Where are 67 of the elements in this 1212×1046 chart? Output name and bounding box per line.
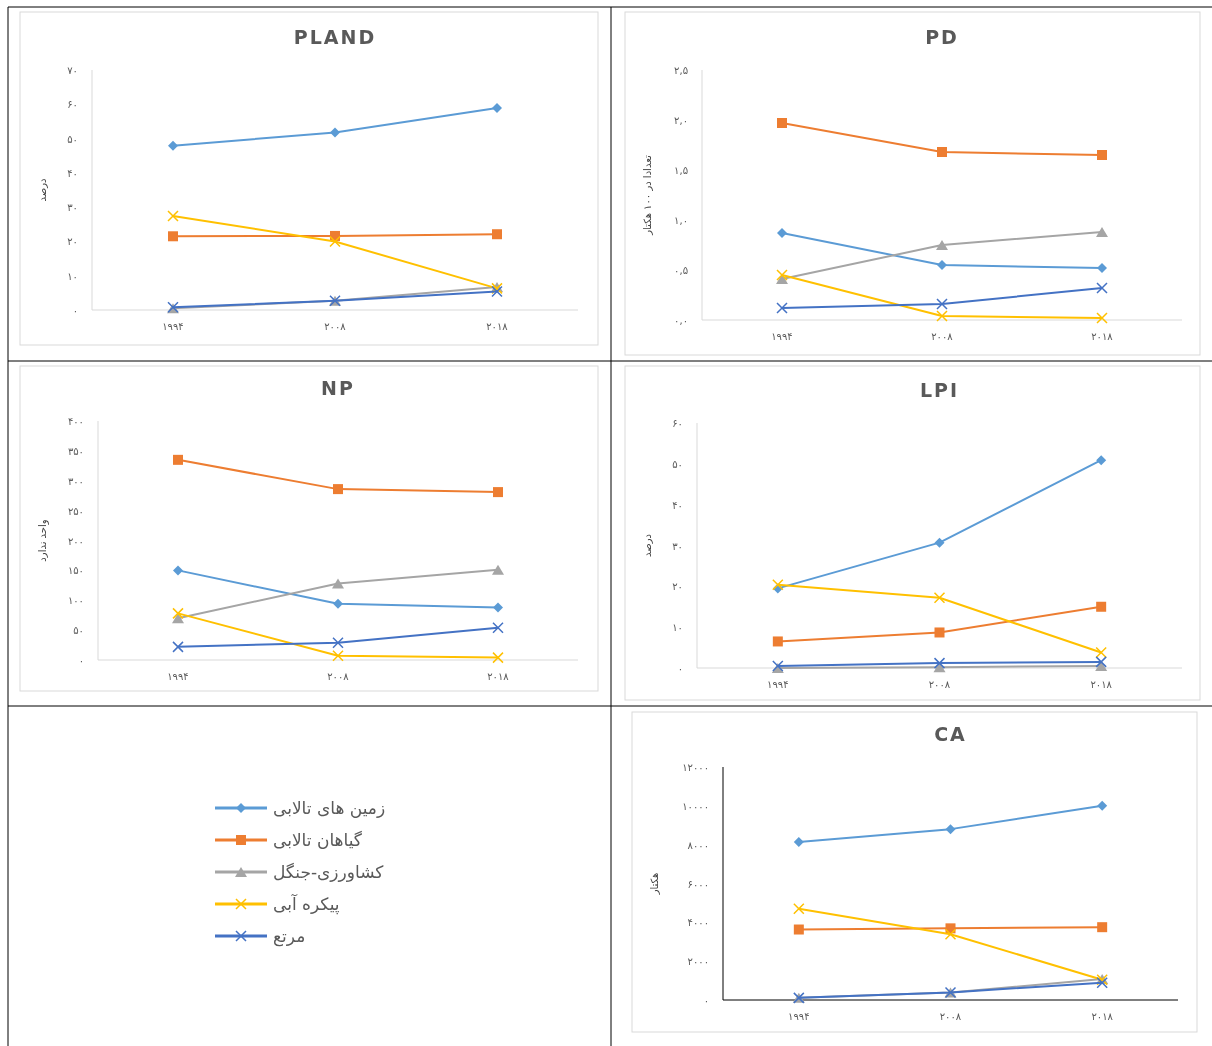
x-tick-label: ۱۹۹۴ bbox=[788, 1011, 810, 1022]
x-tick-label: ۲۰۱۸ bbox=[1091, 331, 1114, 342]
y-tick-label: ۴۰ bbox=[67, 167, 78, 179]
chart-title: PLAND bbox=[293, 26, 377, 48]
x-tick-label: ۲۰۱۸ bbox=[1091, 1011, 1114, 1022]
x-tick-label: ۱۹۹۴ bbox=[162, 321, 184, 332]
y-tick-label: ۲۰ bbox=[67, 236, 78, 248]
y-tick-label: ۳۰ bbox=[67, 202, 78, 214]
y-tick-label: ۷۰ bbox=[67, 65, 78, 76]
y-tick-label: ۱,۰ bbox=[674, 215, 688, 226]
legend-label: مرتع bbox=[273, 926, 306, 947]
x-tick-label: ۲۰۱۸ bbox=[486, 321, 509, 332]
y-tick-label: ۲۰۰۰ bbox=[687, 956, 709, 968]
y-tick-label: ۴۰۰۰ bbox=[687, 917, 709, 929]
y-axis-title: تعدادا در ۱۰۰ هکتار bbox=[642, 155, 653, 236]
y-tick-label: ۰,۰ bbox=[674, 315, 688, 326]
y-tick-label: ۱۰۰۰۰ bbox=[682, 800, 709, 812]
y-tick-label: ۵۰ bbox=[73, 625, 84, 637]
x-tick-label: ۲۰۱۸ bbox=[487, 671, 510, 682]
y-tick-label: ۴۰۰ bbox=[67, 416, 84, 427]
y-tick-label: ۶۰۰۰ bbox=[687, 878, 709, 890]
y-tick-label: ۰ bbox=[677, 663, 683, 674]
y-tick-label: ۲۵۰ bbox=[67, 505, 84, 517]
y-axis-title: درصد bbox=[642, 533, 653, 558]
y-tick-label: ۶۰ bbox=[67, 99, 78, 111]
x-tick-label: ۱۹۹۴ bbox=[771, 331, 793, 342]
y-tick-label: ۳۰۰ bbox=[67, 475, 84, 487]
x-tick-label: ۱۹۹۴ bbox=[767, 679, 789, 690]
legend-label: پیکره آبی bbox=[273, 893, 340, 915]
x-tick-label: ۲۰۰۸ bbox=[324, 321, 347, 332]
x-tick-label: ۲۰۰۸ bbox=[928, 679, 951, 690]
legend-label: گیاهان تالابی bbox=[273, 830, 363, 850]
x-tick-label: ۱۹۹۴ bbox=[167, 671, 189, 682]
chart-title: CA bbox=[934, 723, 967, 745]
y-tick-label: ۱۰ bbox=[67, 270, 78, 282]
y-tick-label: ۱۰ bbox=[672, 622, 683, 634]
y-tick-label: ۴۰ bbox=[672, 499, 683, 511]
x-tick-label: ۲۰۰۸ bbox=[939, 1011, 962, 1022]
y-tick-label: ۰ bbox=[78, 655, 84, 666]
y-tick-label: ۱۵۰ bbox=[67, 565, 84, 577]
y-tick-label: ۲,۰ bbox=[674, 115, 688, 126]
y-axis-title: واحد ندارد bbox=[37, 519, 49, 562]
y-axis-title: هکتار bbox=[649, 872, 660, 896]
x-tick-label: ۲۰۰۸ bbox=[327, 671, 350, 682]
legend-label: زمین های تالابی bbox=[273, 798, 386, 818]
legend-label: کشاورزی-جنگل bbox=[273, 862, 385, 882]
y-tick-label: ۵۰ bbox=[67, 133, 78, 145]
y-tick-label: ۱۰۰ bbox=[67, 595, 84, 607]
y-tick-label: ۵۰ bbox=[672, 458, 683, 470]
y-tick-label: ۱۲۰۰۰ bbox=[682, 762, 709, 773]
chart-title: NP bbox=[321, 377, 355, 399]
y-tick-label: ۳۵۰ bbox=[67, 445, 84, 457]
chart-title: LPI bbox=[919, 379, 960, 401]
y-tick-label: ۰ bbox=[703, 995, 709, 1006]
y-tick-label: ۱,۵ bbox=[674, 165, 688, 176]
y-axis-title: درصد bbox=[37, 178, 48, 202]
y-tick-label: ۳۰ bbox=[672, 540, 683, 552]
x-tick-label: ۲۰۱۸ bbox=[1090, 679, 1113, 690]
y-tick-label: ۶۰ bbox=[672, 418, 683, 429]
y-tick-label: ۸۰۰۰ bbox=[687, 839, 709, 851]
y-tick-label: ۰,۵ bbox=[674, 265, 688, 276]
y-tick-label: ۰ bbox=[72, 305, 78, 316]
y-tick-label: ۲۰ bbox=[672, 581, 683, 593]
chart-title: PD bbox=[925, 26, 959, 48]
y-tick-label: ۲۰۰ bbox=[67, 535, 84, 547]
x-tick-label: ۲۰۰۸ bbox=[931, 331, 954, 342]
y-tick-label: ۲,۵ bbox=[674, 65, 688, 76]
